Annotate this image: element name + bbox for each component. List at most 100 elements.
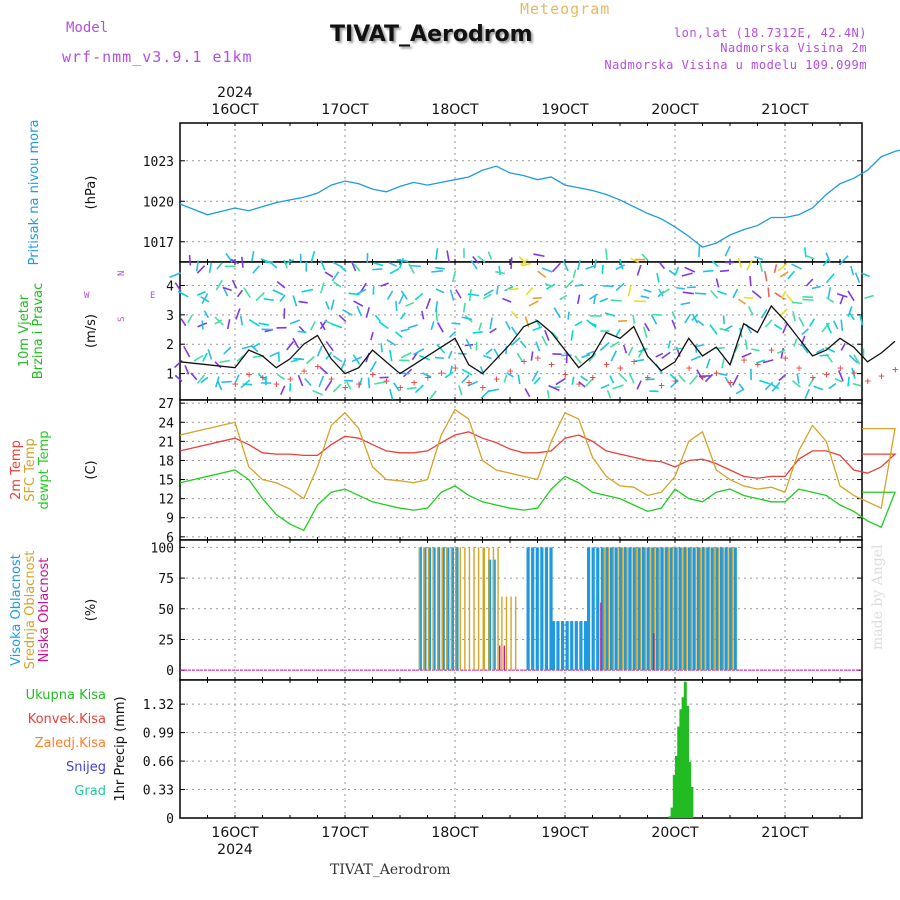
wind-arrow	[461, 368, 473, 376]
cloud-bar	[649, 547, 651, 671]
wind-arrow	[762, 359, 774, 364]
wind-arrow	[331, 271, 340, 282]
cloud-bar	[653, 547, 656, 671]
wind-arrow	[749, 276, 752, 287]
cloud-bar	[678, 547, 682, 671]
wind-arrow	[807, 376, 816, 387]
wind-arrow	[825, 252, 831, 263]
y-tick-label: 3	[166, 309, 174, 324]
wind-arrow	[605, 248, 608, 261]
wind-arrow	[370, 331, 374, 341]
year-label-top: 2024	[217, 85, 253, 101]
cloud-bar	[642, 547, 646, 671]
wind-arrow	[696, 319, 705, 327]
compass-west: W	[84, 291, 90, 301]
cloud-bar	[667, 547, 670, 671]
cloud-bar	[418, 547, 421, 671]
compass-east: E	[150, 291, 155, 301]
wind-arrow	[236, 354, 245, 362]
wind-gust-marker: +	[658, 379, 665, 392]
wind-arrow	[393, 382, 400, 392]
wind-arrow	[174, 282, 182, 292]
wind-gust-marker: +	[507, 365, 514, 378]
wind-arrow	[642, 326, 648, 338]
wind-arrow	[609, 341, 620, 348]
wind-arrow	[764, 271, 768, 282]
wind-arrow	[571, 376, 575, 385]
wind-arrow	[602, 284, 614, 288]
y-tick-label: 0	[166, 812, 174, 827]
cloud-bar	[623, 547, 627, 671]
wind-arrow	[574, 355, 582, 364]
wind-arrow	[444, 371, 454, 379]
y-tick-label: 4	[166, 279, 174, 294]
cloud-bar	[635, 547, 637, 671]
wind-arrow	[532, 325, 543, 332]
wind-arrow	[511, 326, 518, 336]
wind-gust-marker: +	[892, 363, 899, 376]
wind-arrow	[559, 294, 568, 301]
wind-arrow	[333, 281, 342, 288]
wind-arrow	[406, 386, 417, 390]
series-line-sfc-temp	[179, 408, 896, 510]
wind-arrow	[737, 257, 743, 268]
wind-arrow	[380, 343, 383, 353]
wind-arrow	[777, 262, 788, 272]
cloud-bar	[653, 633, 655, 671]
wind-arrow	[541, 335, 548, 346]
wind-arrow	[771, 383, 780, 390]
cloud-bar	[556, 621, 560, 671]
wind-gust-marker: +	[700, 371, 707, 384]
wind-arrow	[710, 289, 719, 299]
wind-arrow	[470, 260, 478, 270]
wind-arrow	[414, 292, 424, 301]
y-tick-label: 0.33	[143, 784, 174, 799]
wind-arrow	[652, 313, 662, 316]
wind-arrow	[816, 348, 825, 354]
wind-arrow	[506, 371, 514, 378]
wind-arrow	[225, 252, 233, 263]
wind-arrow	[758, 260, 764, 272]
wind-arrow	[718, 372, 728, 376]
cloud-bar	[708, 547, 711, 671]
wind-arrow	[319, 366, 329, 375]
wind-arrow	[485, 348, 493, 355]
wind-arrow	[319, 321, 326, 331]
precip-bar	[675, 755, 678, 818]
x-axis-label-bottom: 21OCT	[761, 825, 809, 841]
wind-arrow	[724, 376, 733, 388]
x-axis-label-bottom: 20OCT	[651, 825, 699, 841]
wind-arrow	[400, 290, 408, 300]
wind-arrow	[518, 256, 527, 265]
cloud-bar	[596, 547, 600, 671]
wind-arrow	[825, 353, 834, 363]
wind-arrow	[219, 359, 231, 364]
wind-arrow	[610, 299, 622, 302]
wind-arrow	[737, 298, 746, 305]
wind-arrow	[732, 374, 739, 386]
wind-arrow	[534, 318, 541, 327]
cloud-bar	[690, 547, 692, 671]
wind-arrow	[628, 372, 635, 384]
cloud-bar	[505, 596, 508, 671]
cloud-bar	[427, 547, 432, 671]
wind-arrow	[743, 296, 754, 299]
precip-bar	[677, 726, 681, 818]
wind-arrow	[604, 312, 616, 317]
wind-arrow	[622, 344, 628, 354]
wind-arrow	[320, 260, 326, 271]
wind-arrow	[528, 300, 539, 307]
wind-arrow	[780, 290, 787, 299]
wind-arrow	[562, 260, 569, 272]
wind-arrow	[848, 312, 855, 321]
wind-arrow	[398, 294, 405, 305]
wind-arrow	[803, 247, 807, 258]
wind-arrow	[367, 377, 371, 389]
wind-arrow	[434, 356, 445, 360]
x-axis-label-bottom: 19OCT	[541, 825, 589, 841]
year-label-bottom: 2024	[217, 842, 253, 858]
wind-arrow	[585, 264, 597, 270]
wind-arrow	[864, 294, 875, 299]
wind-gust-marker: +	[823, 368, 830, 381]
wind-arrow	[661, 351, 671, 359]
